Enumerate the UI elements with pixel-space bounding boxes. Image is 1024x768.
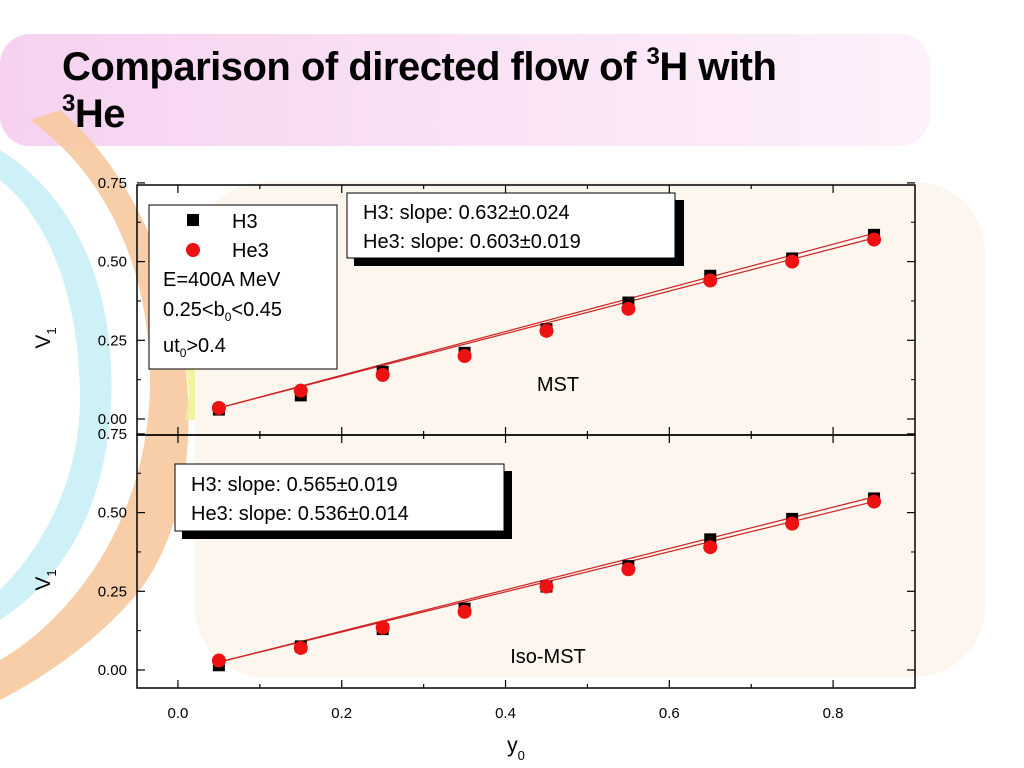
title-text-2: H with <box>659 45 777 89</box>
top-he3-point <box>703 273 718 288</box>
bottom-y-axis-label-main: V <box>32 577 55 591</box>
bottom-slope-h3: H3: slope: 0.565±0.019 <box>191 474 398 496</box>
top-y-tick-label: 0.00 <box>98 411 127 428</box>
top-he3-point <box>211 400 226 415</box>
top-slope-box-frame <box>346 192 676 259</box>
top-model-label: MST <box>537 374 579 396</box>
bottom-he3-point <box>375 620 390 635</box>
bottom-he3-point <box>785 516 800 531</box>
legend-b-sub: 0 <box>225 310 232 324</box>
top-he3-point <box>539 323 554 338</box>
legend-b-post: <0.45 <box>231 299 282 321</box>
title-superscript-2: 3 <box>62 90 75 117</box>
cyan-swoosh <box>0 150 112 620</box>
x-axis-label-main: y <box>507 734 518 757</box>
top-y-tick-label: 0.75 <box>98 175 127 192</box>
bottom-he3-point <box>457 604 472 619</box>
bottom-he3-point <box>703 540 718 555</box>
orange-swoosh <box>0 110 189 700</box>
legend-b-pre: 0.25<b <box>163 299 225 321</box>
legend-box: H3 He3 E=400A MeV 0.25<b0<0.45 ut0>0.4 <box>148 204 338 370</box>
bottom-slope-box-frame <box>174 463 505 532</box>
x-axis-label-sub: 0 <box>518 748 525 763</box>
bottom-y-tick-label: 0.50 <box>98 505 127 522</box>
title-text-1: Comparison of directed flow of <box>62 45 647 89</box>
top-y-tick-label: 0.50 <box>98 254 127 271</box>
bottom-y-tick-label: 0.75 <box>98 426 127 443</box>
legend-impact-parameter: 0.25<b0<0.45 <box>163 299 282 324</box>
title-band <box>0 34 930 146</box>
top-he3-point <box>621 301 636 316</box>
top-he3-point <box>457 349 472 364</box>
bottom-axis-ticks: 0.00 0.25 0.50 0.75 0.0 0.2 0.4 0.6 0.8 <box>98 426 915 722</box>
top-y-tick-label: 0.25 <box>98 332 127 349</box>
page-title: Comparison of directed flow of 3H with 3H… <box>62 43 962 138</box>
bottom-he3-point <box>867 494 882 509</box>
bottom-y-tick-label: 0.00 <box>98 662 127 679</box>
bottom-slope-he3: He3: slope: 0.536±0.014 <box>191 503 409 525</box>
top-y-axis-label-sub: 1 <box>44 327 59 334</box>
bottom-model-label: Iso-MST <box>510 646 586 668</box>
x-tick-label: 0.8 <box>823 705 844 722</box>
legend-ut-cut: ut0>0.4 <box>163 335 226 360</box>
top-data-points <box>211 228 882 416</box>
top-slope-h3: H3: slope: 0.632±0.024 <box>363 202 570 224</box>
top-y-axis-label-main: V <box>32 335 55 349</box>
legend-ut-post: >0.4 <box>186 335 225 357</box>
top-fit-lines <box>218 232 875 409</box>
bottom-data-points <box>211 492 882 672</box>
top-y-axis-label: V1 <box>32 327 59 348</box>
bottom-he3-point <box>539 579 554 594</box>
x-tick-label: 0.0 <box>168 705 189 722</box>
x-tick-label: 0.4 <box>495 705 516 722</box>
legend-h3-label: H3 <box>232 211 258 233</box>
bottom-y-axis-label: V1 <box>32 569 59 590</box>
legend-box-frame <box>148 204 338 370</box>
top-slope-he3: He3: slope: 0.603±0.019 <box>363 231 581 253</box>
legend-energy: E=400A MeV <box>163 269 281 291</box>
top-fit-line-he3 <box>218 237 875 409</box>
x-tick-label: 0.2 <box>331 705 352 722</box>
top-fit-line-h3 <box>218 232 875 409</box>
title-text-3: He <box>74 92 126 136</box>
legend-ut-pre: ut <box>163 335 180 357</box>
x-axis-label: y0 <box>507 734 525 763</box>
bottom-he3-point <box>621 562 636 577</box>
x-tick-label: 0.6 <box>659 705 680 722</box>
top-he3-point <box>867 232 882 247</box>
top-he3-point <box>785 254 800 269</box>
bottom-y-axis-label-sub: 1 <box>44 569 59 576</box>
top-axis-ticks: 0.00 0.25 0.50 0.75 <box>98 175 915 435</box>
bottom-plot-frame <box>136 434 916 689</box>
bottom-he3-point <box>211 653 226 668</box>
top-he3-point <box>293 383 308 398</box>
legend-he3-marker <box>186 243 200 257</box>
legend-he3-label: He3 <box>232 240 269 262</box>
legend-ut-sub: 0 <box>180 346 187 360</box>
bottom-he3-point <box>293 640 308 655</box>
peach-panel <box>195 182 985 677</box>
bottom-slope-box: H3: slope: 0.565±0.019 He3: slope: 0.536… <box>174 463 512 539</box>
legend-h3-marker <box>187 214 199 226</box>
top-he3-point <box>375 367 390 382</box>
bottom-fit-line-h3 <box>218 496 875 663</box>
title-superscript-1: 3 <box>646 43 660 70</box>
top-slope-box: H3: slope: 0.632±0.024 He3: slope: 0.603… <box>346 192 684 266</box>
bottom-y-tick-label: 0.25 <box>98 583 127 600</box>
